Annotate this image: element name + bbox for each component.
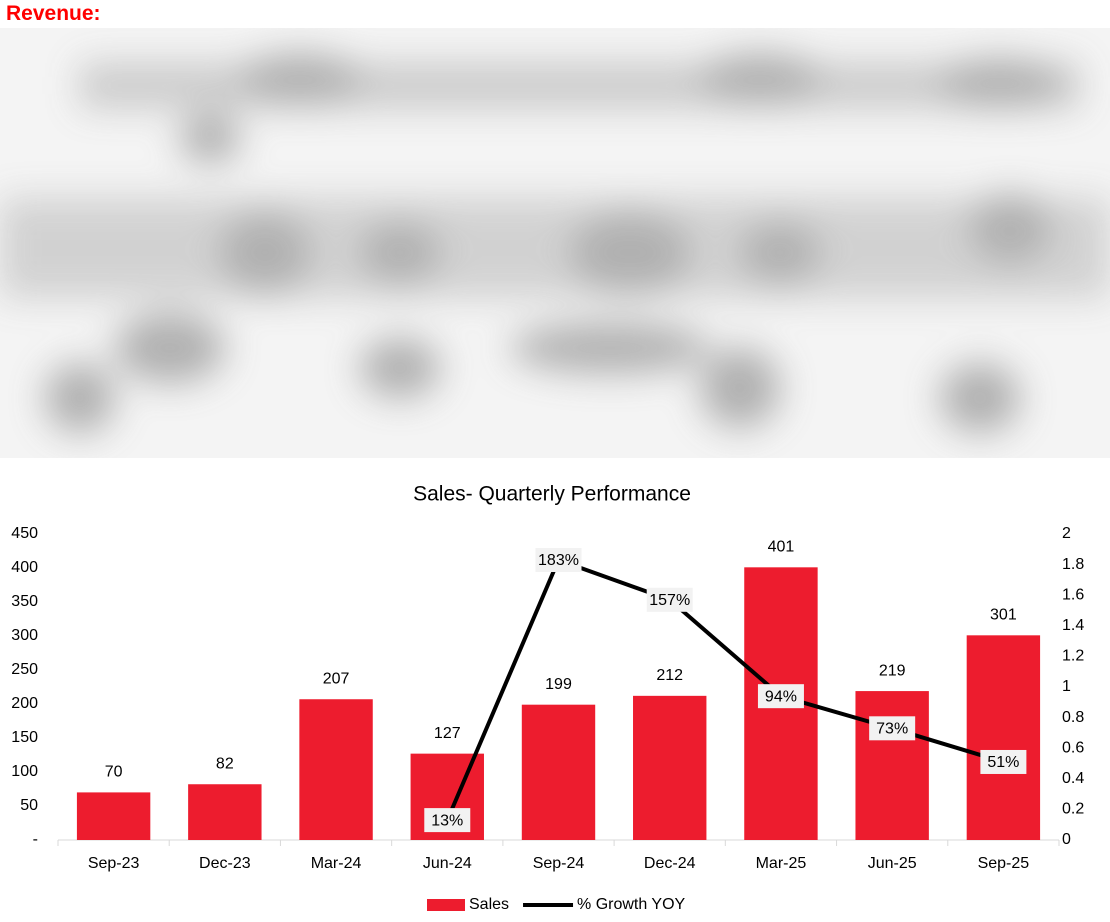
y2-tick-label: 0	[1062, 831, 1071, 848]
y2-tick-label: 0.6	[1062, 739, 1084, 756]
x-tick-label: Jun-24	[423, 855, 472, 872]
legend-swatch	[427, 899, 465, 911]
y2-tick-label: 1.6	[1062, 586, 1084, 603]
data-label-box	[535, 548, 582, 573]
y2-tick-label: 0.8	[1062, 709, 1084, 726]
data-label: 212	[656, 667, 683, 684]
y-tick-label: 50	[20, 797, 38, 814]
legend-label: Sales	[469, 896, 509, 913]
y2-tick-label: 0.2	[1062, 801, 1084, 818]
heading: Revenue:	[6, 2, 101, 25]
data-label: 199	[545, 676, 572, 693]
y2-tick-label: 1.4	[1062, 617, 1084, 634]
y-tick-label: 350	[11, 593, 38, 610]
data-label: 94%	[765, 688, 797, 705]
data-label: 183%	[538, 552, 579, 569]
y-tick-label: -	[33, 831, 38, 848]
x-tick-label: Mar-25	[756, 855, 807, 872]
x-tick-label: Dec-24	[644, 855, 696, 872]
chart-title: Sales- Quarterly Performance	[413, 483, 691, 506]
bar	[299, 699, 373, 840]
y-tick-label: 250	[11, 661, 38, 678]
data-label: 401	[768, 539, 795, 556]
y-tick-label: 150	[11, 729, 38, 746]
y2-tick-label: 0.4	[1062, 770, 1084, 787]
x-tick-label: Dec-23	[199, 855, 251, 872]
x-tick-label: Jun-25	[868, 855, 917, 872]
y2-tick-label: 1.2	[1062, 648, 1084, 665]
data-label: 82	[216, 755, 234, 772]
bar	[76, 792, 151, 840]
chart: Sales- Quarterly Performance -5010015020…	[11, 483, 1084, 914]
data-label: 301	[990, 607, 1017, 624]
bar	[966, 635, 1041, 840]
data-label-box	[869, 716, 916, 741]
blurred-table	[0, 28, 1110, 458]
y2-tick-label: 1	[1062, 678, 1071, 695]
x-tick-label: Sep-24	[533, 855, 585, 872]
data-label: 219	[879, 662, 906, 679]
y-tick-label: 300	[11, 627, 38, 644]
data-label-box	[424, 808, 471, 833]
x-tick-label: Sep-23	[88, 855, 140, 872]
y2-tick-label: 2	[1062, 525, 1071, 542]
x-tick-label: Sep-25	[978, 855, 1030, 872]
y-tick-label: 100	[11, 763, 38, 780]
data-label: 157%	[649, 592, 690, 609]
x-tick-label: Mar-24	[311, 855, 362, 872]
y-tick-label: 400	[11, 559, 38, 576]
data-label-box	[757, 684, 804, 709]
data-label-box	[980, 749, 1027, 774]
data-label: 13%	[431, 812, 463, 829]
y-tick-label: 450	[11, 525, 38, 542]
bar	[633, 695, 707, 840]
data-label: 51%	[987, 754, 1019, 771]
bar	[188, 784, 262, 840]
data-label: 127	[434, 725, 461, 742]
bar	[855, 691, 929, 840]
legend-label: % Growth YOY	[577, 896, 686, 913]
data-label: 73%	[876, 721, 908, 738]
y2-tick-label: 1.8	[1062, 556, 1084, 573]
data-label-box	[646, 587, 693, 612]
y-tick-label: 200	[11, 695, 38, 712]
bar	[521, 704, 596, 840]
data-label: 207	[323, 670, 350, 687]
data-label: 70	[105, 764, 123, 781]
